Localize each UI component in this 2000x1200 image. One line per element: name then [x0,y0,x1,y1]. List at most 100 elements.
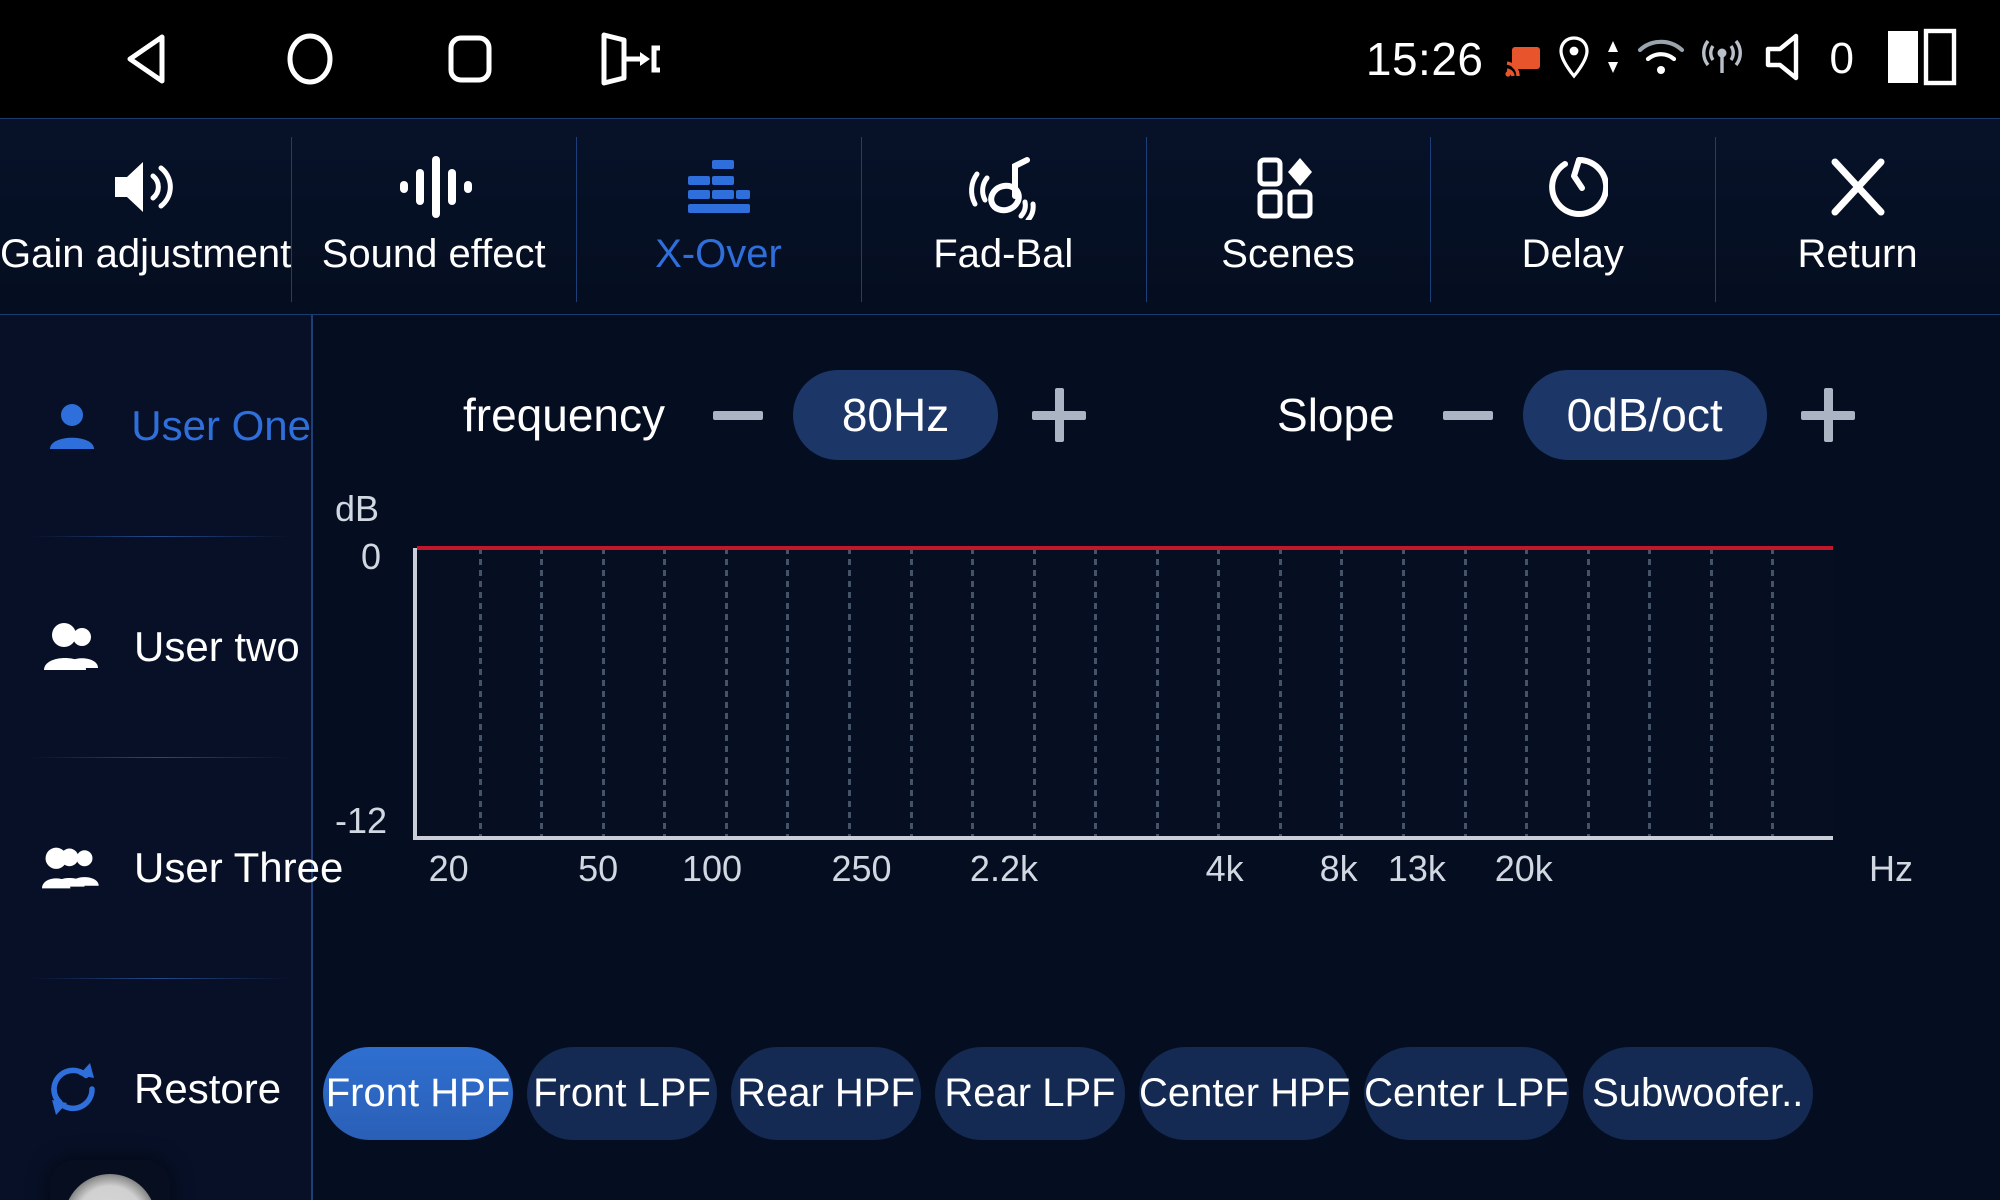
minus-icon [713,410,764,420]
chart-gridline [909,548,913,836]
frequency-response-chart: dB 0 -12 20 50 100 250 2.2k 4k 8k 13k 20k Hz [313,488,2000,1060]
chart-gridline [1648,548,1652,836]
tab-x-over[interactable]: X-Over [576,119,861,314]
stopwatch-icon [1538,156,1608,218]
tab-fad-bal[interactable]: Fad-Bal [860,119,1146,314]
plus-icon [1800,388,1855,442]
chart-gridline [478,548,482,836]
chart-x-tick: 2.2k [969,848,1038,889]
speaker-wave-icon [109,156,183,218]
tab-sound-effect[interactable]: Sound effect [291,119,576,314]
tab-label: Return [1797,232,1918,276]
chart-gridline [1525,548,1529,836]
filter-button-rear-lpf[interactable]: Rear LPF [935,1047,1125,1140]
tab-delay[interactable]: Delay [1430,119,1715,314]
chart-gridlines [417,548,1833,836]
chart-gridline [1278,548,1282,836]
filter-button-subwoofer[interactable]: Subwoofer.. [1582,1047,1813,1140]
chart-gridline [1402,548,1406,836]
split-screen-icon [1886,28,1958,91]
slope-increment-button[interactable] [1785,372,1871,458]
back-icon[interactable] [70,27,230,91]
volume-value: 0 [1829,34,1854,83]
tab-return[interactable]: Return [1715,119,2000,314]
squares-diamond-icon [1252,156,1324,219]
sidebar-item-label: Restore [134,1064,282,1112]
chart-x-tick: 8k [1319,848,1358,889]
sidebar-item-user-one[interactable]: User One [0,315,311,536]
chart-gridline [1155,548,1159,836]
exit-app-icon[interactable] [550,27,710,91]
chart-gridline [1709,548,1713,836]
chart-gridline [601,548,605,836]
chart-gridline [1094,548,1098,836]
sidebar-item-restore[interactable]: Restore [0,978,311,1199]
system-status-icons: 15:26 0 [1366,0,1958,118]
chart-y-tick-top: 0 [361,536,382,577]
touch-indicator-ring [64,1174,156,1200]
frequency-increment-button[interactable] [1016,372,1102,458]
chart-x-tick: 50 [578,848,619,889]
sidebar-item-user-three[interactable]: User Three [0,757,343,978]
chart-x-tick-labels: 20 50 100 250 2.2k 4k 8k 13k 20k [413,848,1837,908]
chart-gridline [786,548,790,836]
chart-response-curve [417,546,1833,550]
single-user-icon [42,399,101,453]
chart-gridline [724,548,728,836]
data-transfer-icon [1604,35,1622,84]
user-preset-sidebar: User One User two User Three [0,315,343,1200]
slope-decrement-button[interactable] [1425,372,1511,458]
chart-x-tick: 20 [428,848,469,889]
chart-gridline [1340,548,1344,836]
slope-control-group: Slope 0dB/oct [1277,370,1871,460]
chart-x-tick: 100 [681,848,743,889]
recents-icon[interactable] [390,27,550,91]
crossover-filter-buttons: Front HPF Front LPF Rear HPF Rear LPF Center… [323,1047,1968,1140]
tab-label: Gain adjustment [0,232,292,276]
minus-icon [1442,410,1493,420]
chart-gridline [847,548,851,836]
refresh-icon [42,1061,104,1117]
chart-gridline [1463,548,1467,836]
chart-x-tick: 13k [1387,848,1446,889]
two-users-icon [42,620,104,674]
location-icon [1558,35,1590,84]
tab-label: Sound effect [321,232,546,276]
chart-gridline [1217,548,1221,836]
filter-button-front-hpf[interactable]: Front HPF [323,1047,513,1140]
chart-plot-area [413,546,1833,840]
status-clock: 15:26 [1365,33,1484,85]
plus-icon [1032,388,1087,442]
android-status-bar: 15:26 0 [0,0,2000,118]
cast-icon [1504,37,1544,82]
sidebar-item-user-two[interactable]: User two [0,536,311,757]
chart-y-axis-unit: dB [335,488,380,529]
filter-button-rear-hpf[interactable]: Rear HPF [731,1047,921,1140]
frequency-control-group: frequency 80Hz [463,370,1102,460]
frequency-value[interactable]: 80Hz [793,370,999,460]
tab-label: Scenes [1221,232,1355,276]
slope-label: Slope [1277,389,1395,441]
waveform-icon [394,156,474,218]
filter-button-center-hpf[interactable]: Center HPF [1139,1047,1351,1140]
chart-gridline [1586,548,1590,836]
filter-button-center-lpf[interactable]: Center LPF [1364,1047,1569,1140]
frequency-decrement-button[interactable] [695,372,781,458]
chart-gridline [1032,548,1036,836]
tab-gain-adjustment[interactable]: Gain adjustment [0,119,291,314]
audio-settings-tabbar: Gain adjustment Sound effect X-Ove [0,118,2000,315]
chart-x-tick: 20k [1494,848,1553,889]
sidebar-item-label: User two [134,622,300,670]
chart-gridline [663,548,667,836]
three-users-icon [42,841,104,895]
filter-button-front-lpf[interactable]: Front LPF [527,1047,717,1140]
slope-value[interactable]: 0dB/oct [1522,370,1767,460]
chart-x-axis-unit: Hz [1869,848,1913,889]
home-icon[interactable] [230,27,390,91]
tab-scenes[interactable]: Scenes [1145,119,1431,314]
chart-gridline [540,548,544,836]
wifi-icon [1636,36,1686,83]
sidebar-item-label: User Three [134,843,344,891]
frequency-label: frequency [463,389,666,441]
tab-label: Fad-Bal [933,232,1074,276]
